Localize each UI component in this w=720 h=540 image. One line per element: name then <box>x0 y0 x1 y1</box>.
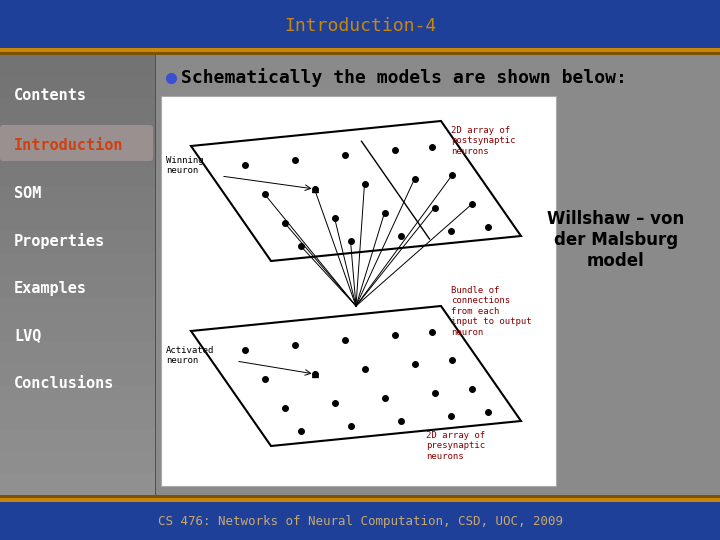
Bar <box>0 0 720 48</box>
Bar <box>0 231 155 254</box>
Bar <box>0 319 155 342</box>
Text: Winning
neuron: Winning neuron <box>166 156 204 176</box>
Text: Activated
neuron: Activated neuron <box>166 346 215 366</box>
Text: 2D array of
presynaptic
neurons: 2D array of presynaptic neurons <box>426 431 485 461</box>
Bar <box>0 253 155 276</box>
Bar <box>0 385 155 408</box>
Bar <box>0 99 155 122</box>
Bar <box>0 209 155 232</box>
Bar <box>0 297 155 320</box>
Bar <box>0 55 155 78</box>
Bar <box>0 52 720 55</box>
Bar <box>0 275 155 298</box>
Text: Conclusions: Conclusions <box>14 375 114 390</box>
Text: Introduction-4: Introduction-4 <box>284 17 436 35</box>
Bar <box>0 473 155 496</box>
Text: 2D array of
postsynaptic
neurons: 2D array of postsynaptic neurons <box>451 126 516 156</box>
Text: Contents: Contents <box>14 89 87 104</box>
Text: Examples: Examples <box>14 281 87 296</box>
Bar <box>0 495 720 498</box>
Text: Schematically the models are shown below:: Schematically the models are shown below… <box>181 69 627 87</box>
Bar <box>0 121 155 144</box>
Bar <box>0 429 155 452</box>
Bar <box>0 498 720 502</box>
Text: Introduction: Introduction <box>14 138 124 153</box>
Bar <box>155 55 156 495</box>
FancyBboxPatch shape <box>0 125 153 161</box>
Bar <box>0 48 720 52</box>
Bar <box>0 187 155 210</box>
Bar <box>161 96 556 486</box>
Bar <box>0 451 155 474</box>
Bar <box>0 363 155 386</box>
Bar <box>156 55 720 495</box>
Text: LVQ: LVQ <box>14 328 41 343</box>
Bar <box>0 143 155 166</box>
Bar <box>0 77 155 100</box>
Text: Bundle of
connections
from each
input to output
neuron: Bundle of connections from each input to… <box>451 286 531 336</box>
Bar <box>0 165 155 188</box>
Text: SOM: SOM <box>14 186 41 201</box>
Bar <box>0 341 155 364</box>
Bar <box>0 502 720 540</box>
Text: Willshaw – von
der Malsburg
model: Willshaw – von der Malsburg model <box>547 210 685 270</box>
Text: Properties: Properties <box>14 233 105 249</box>
Text: CS 476: Networks of Neural Computation, CSD, UOC, 2009: CS 476: Networks of Neural Computation, … <box>158 515 562 528</box>
Bar <box>0 407 155 430</box>
